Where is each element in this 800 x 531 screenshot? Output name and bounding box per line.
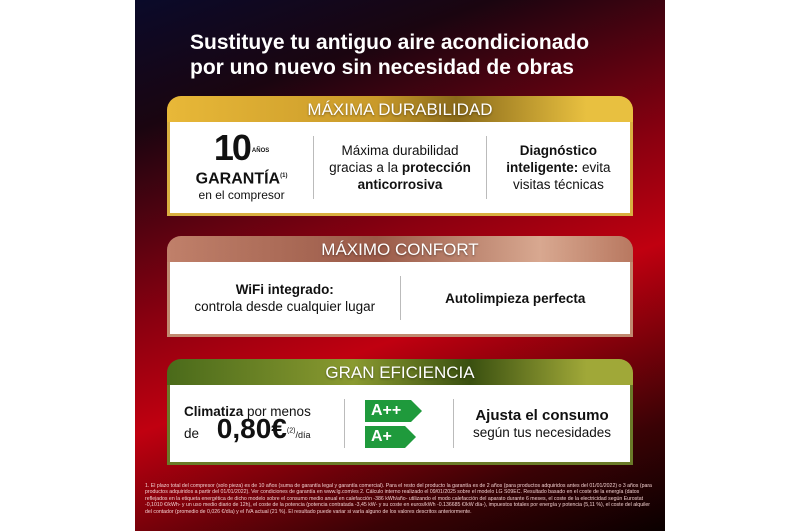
wifi-text: WiFi integrado: controla desde cualquier… (170, 281, 400, 315)
divider (399, 276, 401, 320)
energy-badge-a-plus: A+ (365, 425, 416, 448)
headline: Sustituye tu antiguo aire acondicionado … (190, 30, 589, 80)
autoclean-text: Autolimpieza perfecta (401, 290, 631, 307)
text-line: por menos (243, 404, 311, 419)
section-body: WiFi integrado: controla desde cualquier… (167, 262, 633, 337)
diagnostic-text: Diagnóstico inteligente: evita visitas t… (487, 142, 630, 193)
text-bold: Diagnóstico (519, 143, 598, 158)
footnote-ref: (1) (280, 172, 288, 179)
text-line: según tus necesidades (472, 424, 612, 440)
text-bold: inteligente: (506, 160, 579, 175)
section-header: GRAN EFICIENCIA (167, 359, 633, 385)
warranty-years: 10 (213, 127, 252, 169)
text-line: visitas técnicas (513, 177, 604, 192)
warranty-years-unit: AÑOS (251, 147, 270, 154)
text-line: de (184, 426, 200, 441)
price-block: Climatiza por menos de 0,80€(2)/día (170, 403, 344, 444)
warranty-subtitle: en el compresor (198, 187, 285, 202)
text-bold: protección (401, 160, 471, 175)
text-bold: Autolimpieza perfecta (445, 290, 586, 306)
legal-footnote: 1. El plazo total del compresor (solo pi… (145, 483, 652, 515)
text-bold: Climatiza (184, 404, 244, 419)
text-line: gracias a la (329, 160, 402, 175)
section-durabilidad: MÁXIMA DURABILIDAD 10 AÑOS GARANTÍA(1) en… (167, 96, 633, 216)
text-line: controla desde cualquier lugar (194, 299, 376, 314)
headline-line-1: Sustituye tu antiguo aire acondicionado (190, 31, 590, 54)
text-bold: anticorrosiva (357, 177, 443, 192)
text-line: Máxima durabilidad (341, 143, 459, 158)
warranty-label: GARANTÍA (195, 169, 281, 187)
durability-text: Máxima durabilidad gracias a la protecci… (314, 142, 486, 193)
price-value: 0,80€ (216, 413, 287, 444)
warranty-block: 10 AÑOS GARANTÍA(1) en el compresor (170, 130, 313, 204)
section-body: Climatiza por menos de 0,80€(2)/día A++ … (167, 385, 633, 465)
divider (313, 136, 315, 199)
text-line: evita (578, 160, 611, 175)
price-unit: /día (295, 430, 311, 440)
headline-line-2: por uno nuevo sin necesidad de obras (190, 56, 574, 79)
divider (453, 399, 454, 448)
section-eficiencia: GRAN EFICIENCIA Climatiza por menos de 0… (167, 359, 633, 465)
consumption-text: Ajusta el consumo según tus necesidades (454, 407, 630, 441)
divider (344, 399, 345, 448)
section-header: MÁXIMA DURABILIDAD (167, 96, 633, 122)
energy-labels: A++ A+ (345, 398, 453, 450)
section-body: 10 AÑOS GARANTÍA(1) en el compresor Máxim… (167, 122, 633, 216)
energy-badge-a-plus-plus: A++ (365, 399, 422, 422)
section-header: MÁXIMO CONFORT (167, 236, 633, 262)
text-bold: Ajusta el consumo (475, 406, 609, 424)
footnote-ref: (2) (286, 427, 296, 435)
section-confort: MÁXIMO CONFORT WiFi integrado: controla … (167, 236, 633, 337)
text-bold: WiFi integrado: (235, 282, 334, 297)
divider (485, 136, 487, 199)
promo-poster: Sustituye tu antiguo aire acondicionado … (135, 0, 665, 531)
